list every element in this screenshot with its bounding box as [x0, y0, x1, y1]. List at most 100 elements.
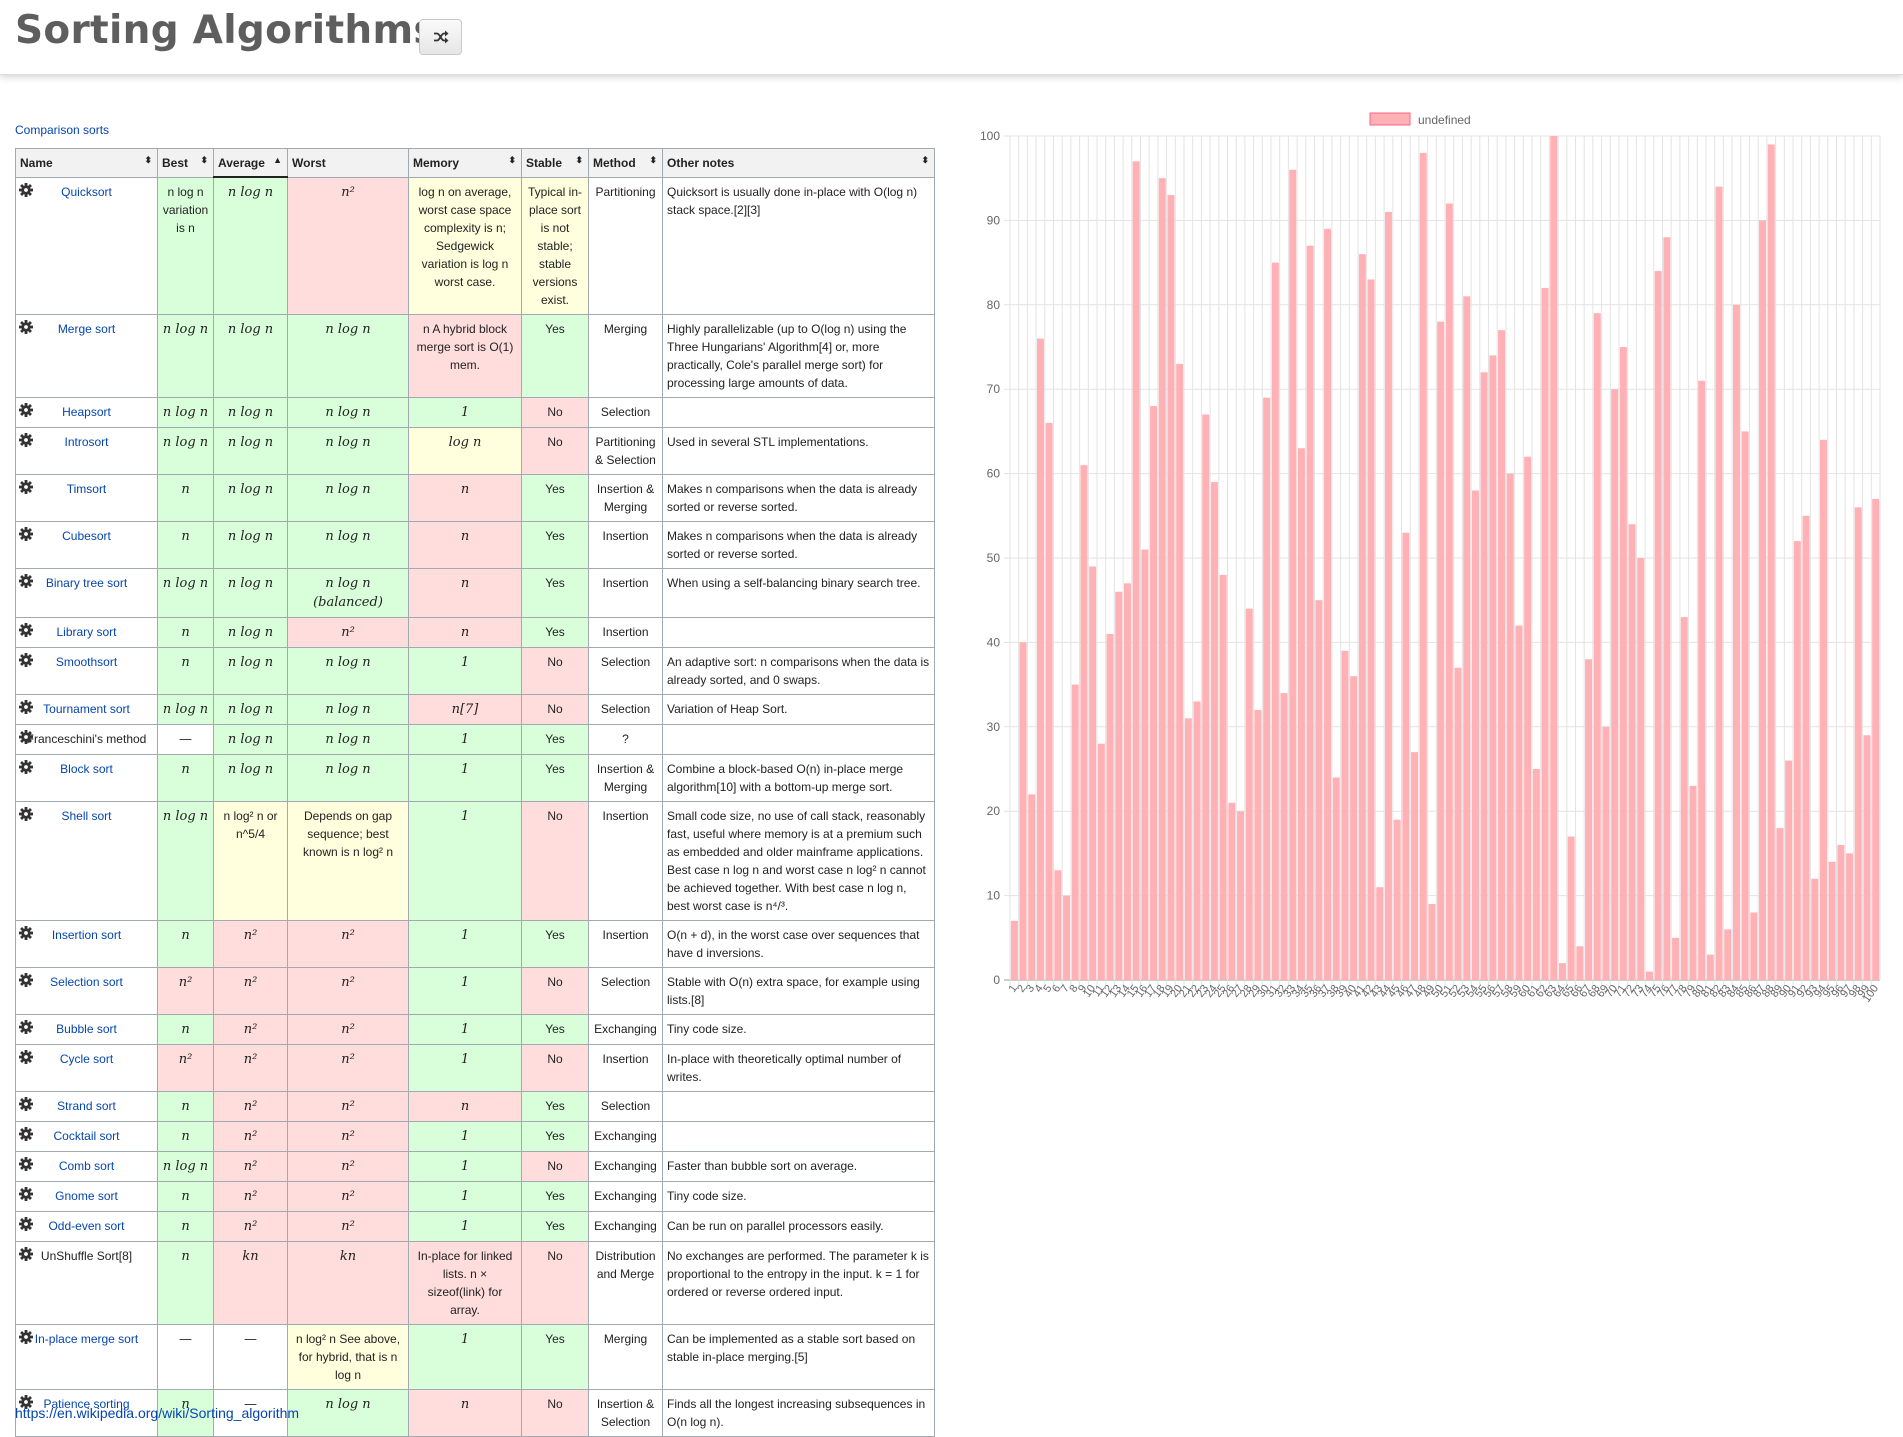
gear-icon[interactable]	[19, 526, 33, 546]
cell-text: Yes	[545, 1098, 565, 1113]
cell-other-notes: An adaptive sort: n comparisons when the…	[662, 646, 935, 695]
cell-text: n log n	[227, 434, 274, 450]
bar	[1184, 718, 1192, 980]
gear-icon[interactable]	[19, 1246, 33, 1266]
bar	[1819, 439, 1827, 981]
cell-stable: Yes	[521, 1013, 589, 1045]
gear-icon[interactable]	[19, 319, 33, 339]
gear-icon[interactable]	[19, 699, 33, 719]
cell-stable: No	[521, 800, 589, 921]
gear-icon[interactable]	[19, 759, 33, 779]
cell-text[interactable]: Combine a block-based O(n) in-place merg…	[667, 761, 904, 794]
algorithm-link[interactable]: Insertion sort	[51, 927, 122, 942]
sort-toggle-icon[interactable]: ⬍	[649, 155, 657, 165]
algorithm-link[interactable]: Shell sort	[61, 808, 112, 823]
algorithm-link[interactable]: Strand sort	[57, 1098, 116, 1113]
algorithm-link[interactable]: Tournament sort	[43, 701, 130, 716]
algorithm-link[interactable]: Patience sorting	[43, 1396, 130, 1411]
algorithm-link[interactable]: Selection sort	[50, 974, 123, 989]
algorithm-link[interactable]: Cycle sort	[59, 1051, 114, 1066]
column-header-memory[interactable]: Memory ⬍	[408, 148, 522, 178]
cell-text: Tiny code size.	[667, 1021, 747, 1036]
shuffle-button[interactable]	[419, 19, 462, 55]
column-header-worst[interactable]: Worst	[287, 148, 409, 178]
gear-icon[interactable]	[19, 402, 33, 422]
algorithm-link[interactable]: In-place merge sort	[34, 1331, 139, 1346]
cell-name: Franceschini's method	[15, 723, 158, 755]
table-caption[interactable]: Comparison sorts	[15, 123, 110, 137]
y-tick-label: 80	[987, 298, 1001, 312]
sort-ascending-icon[interactable]: ▲	[273, 155, 282, 165]
sort-toggle-icon[interactable]: ⬍	[508, 155, 516, 165]
column-header-other-notes[interactable]: Other notes ⬍	[662, 148, 935, 178]
table-row: Comb sort n log n n² n² 1 No Exchanging Faster …	[15, 1150, 935, 1182]
gear-icon[interactable]	[19, 925, 33, 945]
gear-icon[interactable]	[19, 806, 33, 826]
algorithm-link[interactable]: Merge sort	[57, 321, 116, 336]
column-header-name[interactable]: Name ⬍	[15, 148, 158, 178]
sort-toggle-icon[interactable]: ⬍	[200, 155, 208, 165]
algorithm-link[interactable]: Bubble sort	[56, 1021, 117, 1036]
column-header-stable[interactable]: Stable ⬍	[521, 148, 589, 178]
gear-icon[interactable]	[19, 479, 33, 499]
cell-text: Tiny code size.	[667, 1188, 747, 1203]
algorithm-link[interactable]: Comb sort	[58, 1158, 115, 1173]
gear-icon[interactable]	[19, 1126, 33, 1146]
cell-text: Yes	[545, 624, 565, 639]
x-tick-label: 45	[1386, 983, 1403, 1000]
gear-icon[interactable]	[19, 1019, 33, 1039]
gear-icon[interactable]	[19, 1049, 33, 1069]
gear-icon[interactable]	[19, 182, 33, 202]
gear-icon[interactable]	[19, 573, 33, 593]
gear-icon[interactable]	[19, 1216, 33, 1236]
algorithm-link[interactable]: Smoothsort	[55, 654, 118, 669]
cell-stable: Yes	[521, 753, 589, 802]
sort-toggle-icon[interactable]: ⬍	[144, 155, 152, 165]
algorithm-link[interactable]: Odd-even sort	[48, 1218, 125, 1233]
gear-icon[interactable]	[19, 1394, 33, 1414]
algorithm-link[interactable]: Cubesort	[62, 528, 111, 543]
algorithm-link[interactable]: Binary tree sort	[45, 575, 128, 590]
cell-text[interactable]: O(n + d), in the worst case over sequenc…	[667, 927, 920, 960]
gear-icon[interactable]	[19, 1186, 33, 1206]
cell-text: No	[547, 974, 563, 989]
algorithm-link[interactable]: Library sort	[56, 624, 117, 639]
cell-average: n²	[213, 1120, 288, 1152]
algorithm-link[interactable]: Quicksort	[61, 184, 112, 199]
cell-worst: n²	[287, 1013, 409, 1045]
gear-icon[interactable]	[19, 432, 33, 452]
cell-text[interactable]: An adaptive sort: n comparisons when the…	[667, 654, 930, 687]
cell-text[interactable]: Used in several STL implementations.	[667, 434, 869, 449]
cell-text: No	[547, 808, 563, 823]
gear-icon[interactable]	[19, 1096, 33, 1116]
algorithm-link[interactable]: Timsort	[66, 481, 107, 496]
algorithm-link[interactable]: Gnome sort	[55, 1188, 118, 1203]
algorithm-link[interactable]: Introsort	[64, 434, 109, 449]
gear-icon[interactable]	[19, 1156, 33, 1176]
source-url-link[interactable]: https://en.wikipedia.org/wiki/Sorting_al…	[15, 1405, 300, 1421]
gear-icon[interactable]	[19, 1329, 33, 1349]
cell-text[interactable]: n A hybrid block merge sort is O(1) mem.	[416, 321, 514, 372]
algorithm-link[interactable]: Block sort	[60, 761, 113, 776]
cell-text[interactable]: Finds all the longest increasing subsequ…	[667, 1396, 926, 1429]
algorithm-link[interactable]: Heapsort	[62, 404, 111, 419]
column-header-best[interactable]: Best ⬍	[157, 148, 214, 178]
table-row: Binary tree sort n log n n log n n log n (b…	[15, 567, 935, 618]
cell-text[interactable]: Highly parallelizable (up to O(log n) us…	[667, 321, 907, 390]
x-tick-label: 57	[1490, 983, 1507, 1000]
cell-other-notes	[662, 396, 935, 428]
cell-text[interactable]: When using a self-balancing binary searc…	[667, 575, 921, 590]
algorithm-link[interactable]: Cocktail sort	[53, 1128, 120, 1143]
column-header-method[interactable]: Method ⬍	[588, 148, 663, 178]
sort-toggle-icon[interactable]: ⬍	[921, 155, 929, 165]
gear-icon[interactable]	[19, 972, 33, 992]
gear-icon[interactable]	[19, 652, 33, 672]
cell-text: Yes	[545, 321, 565, 336]
sort-toggle-icon[interactable]: ⬍	[575, 155, 583, 165]
gear-icon[interactable]	[19, 729, 33, 749]
x-tick-label: 61	[1525, 983, 1542, 1000]
cell-memory: 1	[408, 966, 522, 1015]
column-header-average[interactable]: Average ▲	[213, 148, 288, 178]
gear-icon[interactable]	[19, 622, 33, 642]
cell-text: 1	[460, 1188, 470, 1204]
